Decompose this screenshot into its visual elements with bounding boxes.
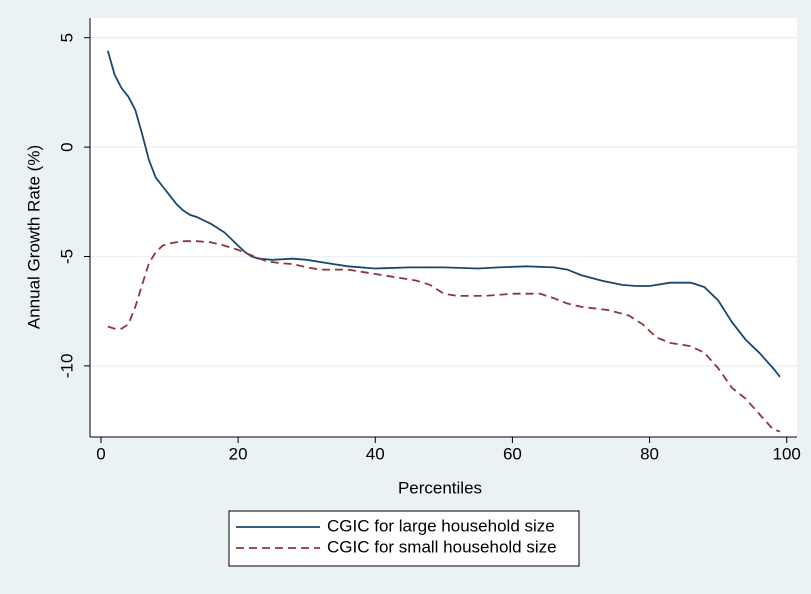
y-tick-label: -5 bbox=[57, 249, 76, 264]
legend-label: CGIC for large household size bbox=[327, 516, 555, 535]
x-tick-label: 20 bbox=[229, 444, 248, 463]
x-tick-label: 80 bbox=[640, 444, 659, 463]
legend-label: CGIC for small household size bbox=[327, 537, 557, 556]
y-tick-label: 0 bbox=[57, 142, 76, 151]
y-tick-label: 5 bbox=[57, 33, 76, 42]
x-tick-label: 100 bbox=[773, 444, 801, 463]
x-tick-label: 60 bbox=[503, 444, 522, 463]
x-axis-title: Percentiles bbox=[398, 478, 482, 497]
plot-area bbox=[90, 18, 797, 437]
x-tick-label: 40 bbox=[366, 444, 385, 463]
data-line bbox=[106, 50, 781, 378]
y-axis-title: Annual Growth Rate (%) bbox=[24, 145, 43, 329]
data-line bbox=[107, 240, 781, 433]
x-tick-label: 0 bbox=[96, 444, 105, 463]
legend-box bbox=[228, 510, 580, 567]
y-tick-label: -10 bbox=[57, 354, 76, 379]
